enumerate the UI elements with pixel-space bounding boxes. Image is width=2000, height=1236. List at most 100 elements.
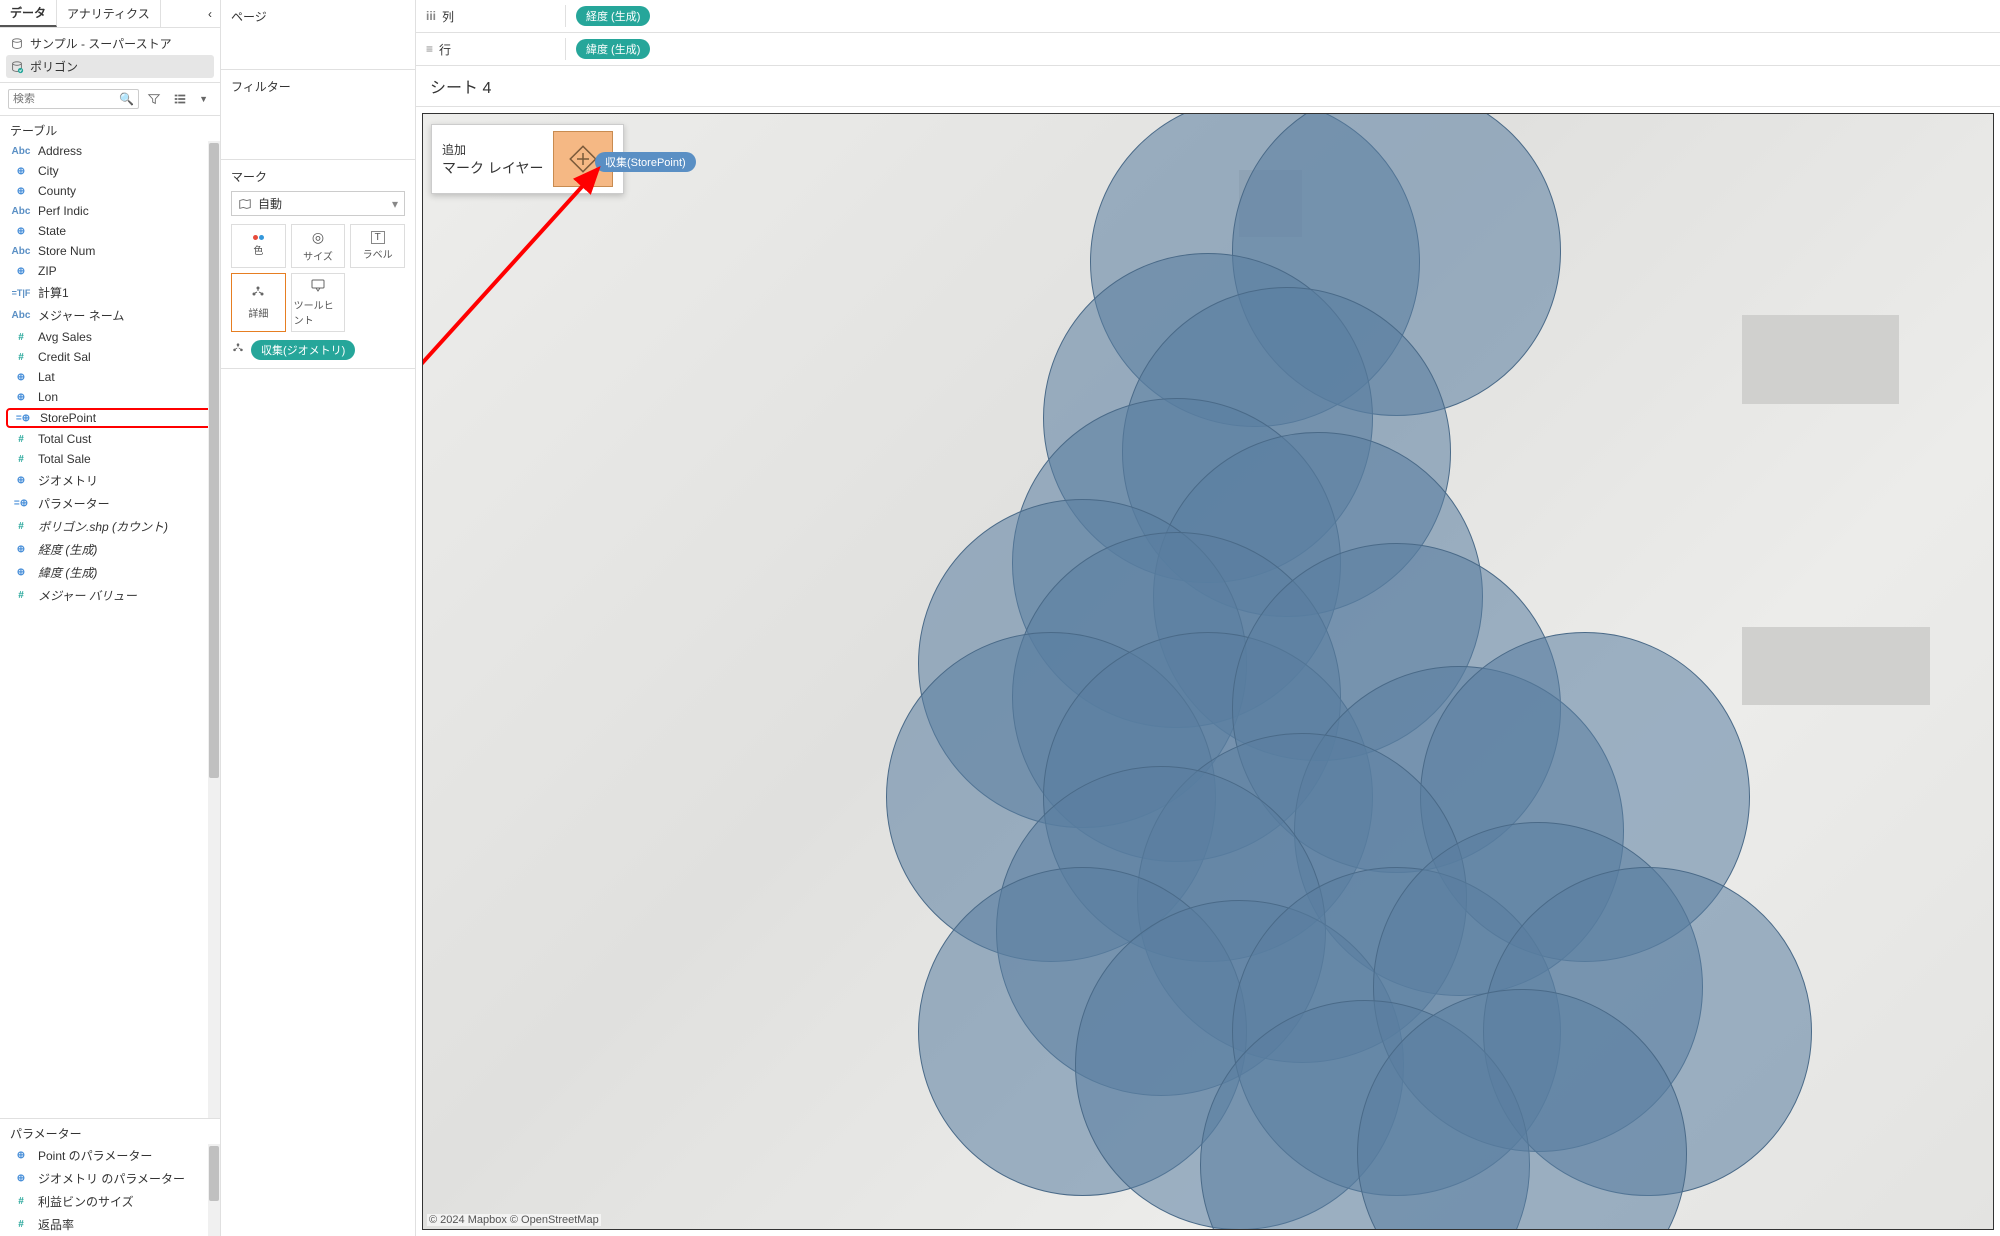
map-icon	[238, 197, 252, 211]
mark-detail-pill-row: 収集(ジオメトリ)	[231, 340, 405, 360]
columns-icon: iii	[426, 9, 436, 23]
database-check-icon	[10, 60, 24, 74]
abc-icon: Abc	[10, 206, 32, 217]
field-state[interactable]: ⊕State	[0, 221, 220, 241]
field-lat[interactable]: ⊕Lat	[0, 367, 220, 387]
color-icon	[253, 235, 264, 240]
view-options-icon[interactable]	[169, 90, 191, 108]
cards-pane: ページ フィルター マーク 自動 ▾ 色 ◎ サイズ	[221, 0, 416, 1236]
search-box[interactable]: 🔍	[8, 89, 139, 109]
field-measure-names[interactable]: Abcメジャー ネーム	[0, 304, 220, 327]
param-geometry[interactable]: ⊕ジオメトリ のパラメーター	[0, 1167, 220, 1190]
tab-data[interactable]: データ	[0, 0, 57, 27]
mark-type-dropdown[interactable]: 自動 ▾	[231, 191, 405, 216]
globe-icon: ⊕	[10, 226, 32, 237]
field-polygon-count[interactable]: #ポリゴン.shp (カウント)	[0, 515, 220, 538]
globe-icon: ⊕	[10, 475, 32, 486]
tooltip-icon	[310, 278, 326, 295]
field-storepoint[interactable]: =⊕StorePoint	[6, 408, 214, 428]
datasource-label: ポリゴン	[30, 58, 78, 75]
field-lat-gen[interactable]: ⊕緯度 (生成)	[0, 561, 220, 584]
mark-tooltip[interactable]: ツールヒント	[291, 273, 346, 332]
columns-shelf[interactable]: iii 列 経度 (生成)	[416, 0, 2000, 33]
rows-shelf[interactable]: ≡ 行 緯度 (生成)	[416, 33, 2000, 66]
search-row: 🔍 ▼	[0, 83, 220, 116]
number-icon: #	[10, 434, 32, 445]
field-measure-values[interactable]: #メジャー バリュー	[0, 584, 220, 607]
field-zip[interactable]: ⊕ZIP	[0, 261, 220, 281]
collapse-pane-icon[interactable]: ‹	[200, 7, 220, 21]
data-pane: データ アナリティクス ‹ サンプル - スーパーストア ポリゴン 🔍	[0, 0, 221, 1236]
pill-geometry[interactable]: 収集(ジオメトリ)	[251, 340, 355, 360]
number-icon: #	[10, 1219, 32, 1230]
param-profit-bin[interactable]: #利益ビンのサイズ	[0, 1190, 220, 1213]
sheet-title[interactable]: シート 4	[416, 66, 2000, 107]
field-total-sale[interactable]: #Total Sale	[0, 449, 220, 469]
field-county[interactable]: ⊕County	[0, 181, 220, 201]
mark-color[interactable]: 色	[231, 224, 286, 268]
rows-icon: ≡	[426, 42, 433, 56]
dropdown-icon[interactable]: ▼	[195, 92, 212, 106]
filters-label: フィルター	[231, 78, 405, 95]
pill-lat-gen[interactable]: 緯度 (生成)	[576, 39, 650, 59]
globe-icon: ⊕	[10, 186, 32, 197]
parameters-header: パラメーター	[0, 1118, 220, 1144]
field-total-cust[interactable]: #Total Cust	[0, 429, 220, 449]
drag-pill-storepoint[interactable]: 収集(StorePoint)	[595, 152, 696, 172]
map-attribution: © 2024 Mapbox © OpenStreetMap	[427, 1214, 601, 1226]
abc-icon: Abc	[10, 246, 32, 257]
database-icon	[10, 37, 24, 51]
globe-icon: ⊕	[10, 1173, 32, 1184]
abc-icon: Abc	[10, 310, 32, 321]
field-lon-gen[interactable]: ⊕経度 (生成)	[0, 538, 220, 561]
field-avg-sales[interactable]: #Avg Sales	[0, 327, 220, 347]
globe-icon: ⊕	[10, 166, 32, 177]
field-address[interactable]: AbcAddress	[0, 141, 220, 161]
map-viz[interactable]: 追加 マーク レイヤー 収集(StorePoint) © 2024 Mapbox…	[422, 113, 1994, 1230]
globe-icon: ⊕	[10, 266, 32, 277]
search-input[interactable]	[13, 93, 119, 105]
datasource-superstore[interactable]: サンプル - スーパーストア	[0, 32, 220, 55]
size-icon: ◎	[312, 229, 324, 246]
abc-icon: Abc	[10, 146, 32, 157]
field-city[interactable]: ⊕City	[0, 161, 220, 181]
scrollbar[interactable]	[208, 141, 220, 1118]
filter-icon[interactable]	[143, 90, 165, 108]
pages-shelf[interactable]: ページ	[221, 0, 415, 70]
mark-size[interactable]: ◎ サイズ	[291, 224, 346, 268]
field-credit-sal[interactable]: #Credit Sal	[0, 347, 220, 367]
number-icon: #	[10, 521, 32, 532]
detail-icon	[250, 286, 266, 303]
calc-globe-icon: =⊕	[12, 413, 34, 424]
marks-label: マーク	[231, 168, 405, 185]
field-storenum[interactable]: AbcStore Num	[0, 241, 220, 261]
tables-header: テーブル	[0, 116, 220, 141]
marks-grid: 色 ◎ サイズ T ラベル 詳細	[231, 224, 405, 332]
scrollbar[interactable]	[208, 1144, 220, 1236]
pages-label: ページ	[231, 8, 405, 25]
field-calc1[interactable]: =T|F計算1	[0, 281, 220, 304]
drop-hint-line1: 追加	[442, 141, 543, 158]
marks-card: マーク 自動 ▾ 色 ◎ サイズ T ラベル	[221, 160, 415, 369]
datasource-label: サンプル - スーパーストア	[30, 35, 172, 52]
tab-analytics[interactable]: アナリティクス	[57, 0, 161, 27]
field-parameter[interactable]: =⊕パラメーター	[0, 492, 220, 515]
mark-label[interactable]: T ラベル	[350, 224, 405, 268]
field-lon[interactable]: ⊕Lon	[0, 387, 220, 407]
number-icon: #	[10, 454, 32, 465]
pill-lon-gen[interactable]: 経度 (生成)	[576, 6, 650, 26]
detail-icon	[231, 343, 245, 358]
param-return-rate[interactable]: #返品率	[0, 1213, 220, 1236]
globe-icon: ⊕	[10, 372, 32, 383]
number-icon: #	[10, 352, 32, 363]
worksheet-pane: iii 列 経度 (生成) ≡ 行 緯度 (生成) シート 4 追加	[416, 0, 2000, 1236]
datasource-list: サンプル - スーパーストア ポリゴン	[0, 28, 220, 83]
param-point[interactable]: ⊕Point のパラメーター	[0, 1144, 220, 1167]
datasource-polygon[interactable]: ポリゴン	[6, 55, 214, 78]
filters-shelf[interactable]: フィルター	[221, 70, 415, 160]
number-icon: #	[10, 332, 32, 343]
field-perf[interactable]: AbcPerf Indic	[0, 201, 220, 221]
field-geometry[interactable]: ⊕ジオメトリ	[0, 469, 220, 492]
mark-detail[interactable]: 詳細	[231, 273, 286, 332]
globe-icon: ⊕	[10, 1150, 32, 1161]
